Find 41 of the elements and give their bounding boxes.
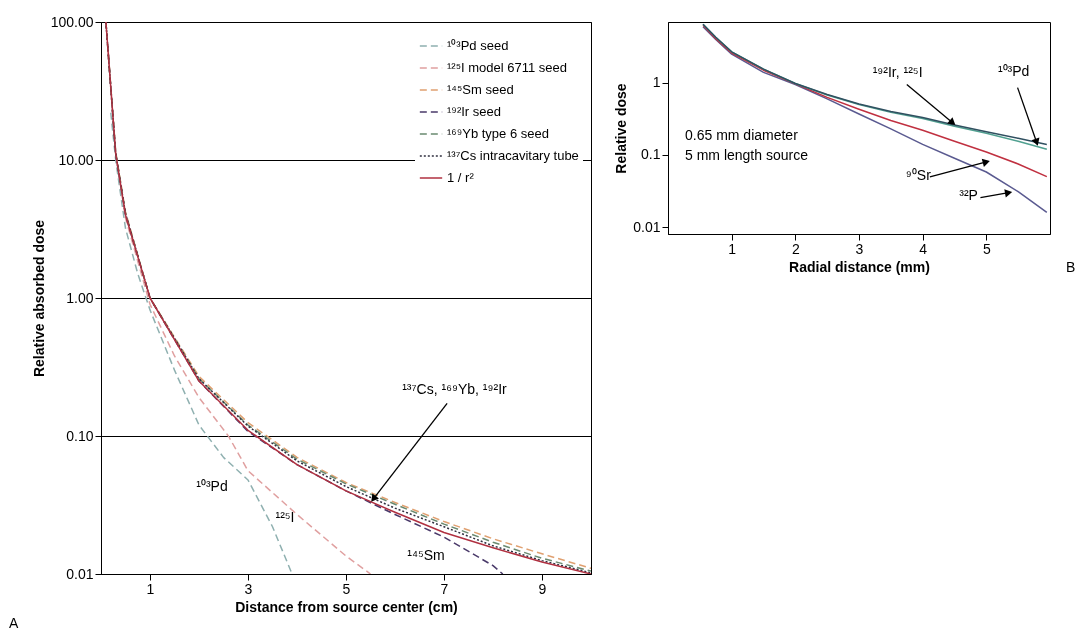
legend-label: ¹⁴⁵Sm seed xyxy=(447,82,514,97)
x-tick-label: 5 xyxy=(342,580,351,597)
x-tick-label: 2 xyxy=(791,240,800,257)
text: B xyxy=(1066,259,1076,275)
x-tick-label: 4 xyxy=(919,240,928,257)
x-axis-title: Distance from source center (cm) xyxy=(235,598,458,615)
y-tick-label: 0.10 xyxy=(66,427,94,444)
x-tick-label: 9 xyxy=(538,580,547,597)
y-tick-label: 0.01 xyxy=(66,565,94,582)
legend-label: ¹⁶⁹Yb type 6 seed xyxy=(447,126,549,141)
legend-label: ¹⁰³Pd seed xyxy=(447,38,509,53)
legend-label: 1 / r² xyxy=(447,170,475,185)
text: A xyxy=(9,615,19,631)
x-tick-label: 5 xyxy=(982,240,991,257)
annotation: ³²P xyxy=(959,186,978,203)
legend-label: ¹²⁵I model 6711 seed xyxy=(447,60,568,75)
y-tick-label: 0.01 xyxy=(633,218,661,235)
y-axis-title: Relative dose xyxy=(613,83,630,174)
annotation: ¹⁴⁵Sm xyxy=(407,547,445,563)
x-tick-label: 3 xyxy=(855,240,864,257)
line-series xyxy=(110,112,293,574)
y-axis-title: Relative absorbed dose xyxy=(30,219,47,378)
y-tick-label: 100.00 xyxy=(50,13,94,30)
x-axis-title: Radial distance (mm) xyxy=(789,258,930,275)
annotation: ¹⁰³Pd xyxy=(196,478,228,494)
y-tick-label: 1 xyxy=(652,74,661,91)
x-tick-label: 7 xyxy=(440,580,449,597)
legend-label: ¹⁹²Ir seed xyxy=(447,104,501,119)
y-tick-label: 1.00 xyxy=(66,289,94,306)
annotation: ⁹⁰Sr xyxy=(905,166,932,183)
annotation: ¹⁰³Pd xyxy=(997,63,1030,80)
x-tick-label: 1 xyxy=(146,580,155,597)
x-tick-label: 3 xyxy=(244,580,253,597)
annotation: ¹²⁵I xyxy=(275,509,295,525)
annotation: ¹⁹²Ir, ¹²⁵I xyxy=(872,63,923,80)
y-tick-label: 0.1 xyxy=(641,146,661,163)
legend-label: ¹³⁷Cs intracavitary tube xyxy=(447,148,579,163)
annotation: 0.65 mm diameter 5 mm length source xyxy=(685,127,809,163)
annotation: ¹³⁷Cs, ¹⁶⁹Yb, ¹⁹²Ir xyxy=(402,380,508,397)
y-tick-label: 10.00 xyxy=(58,151,94,168)
x-tick-label: 1 xyxy=(728,240,737,257)
